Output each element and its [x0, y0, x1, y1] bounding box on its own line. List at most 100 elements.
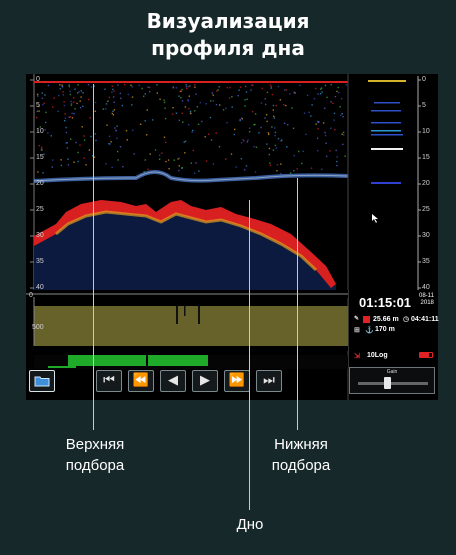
echo-dot [251, 111, 254, 113]
anchor-icon: ⚓ [365, 327, 374, 334]
echo-dot [117, 159, 119, 161]
echo-dot [120, 97, 122, 99]
step-back-button[interactable]: ◀ [160, 370, 186, 392]
echo-dot [182, 121, 184, 123]
fast-forward-button[interactable]: ⏩ [224, 370, 250, 392]
rewind-button[interactable]: ⏪ [128, 370, 154, 392]
echo-dot [271, 94, 274, 96]
battery-icon [419, 352, 433, 358]
echo-dot [111, 112, 113, 115]
echo-dot [246, 141, 249, 143]
page-title-line-2: профиля дна [151, 36, 305, 60]
echo-dot [319, 93, 322, 95]
echo-dot [127, 93, 129, 96]
echo-dot [80, 90, 82, 92]
echo-dot [102, 108, 105, 110]
echo-dot [83, 157, 85, 159]
echo-dot [340, 98, 343, 100]
echo-dot [73, 101, 75, 103]
label-lower-line-1: Нижняя [274, 436, 328, 453]
echo-dot [239, 86, 242, 88]
skip-end-icon: ⏭ [263, 373, 275, 388]
echo-dot [116, 150, 119, 153]
echo-dot [68, 84, 70, 86]
echo-dot [66, 142, 68, 144]
echo-dot [77, 151, 79, 154]
echo-dot [337, 86, 339, 89]
echo-dot [316, 120, 319, 123]
echo-dot [52, 159, 54, 161]
echo-dot [59, 88, 61, 90]
play-button[interactable]: ▶ [192, 370, 218, 392]
echo-dot [185, 86, 188, 88]
echo-dot [89, 117, 91, 119]
echo-dot [77, 160, 79, 163]
echo-dot [322, 122, 325, 124]
echo-dot [180, 90, 182, 92]
echo-dot [175, 87, 177, 89]
log-scale-label[interactable]: 10Log [367, 352, 388, 359]
echo-dot [240, 142, 243, 144]
echo-dot [190, 112, 192, 115]
play-icon: ▶ [200, 373, 210, 388]
echo-dot [83, 135, 85, 137]
gain-slider-thumb[interactable] [384, 377, 392, 389]
echo-dot [177, 158, 179, 160]
echo-dot [277, 137, 280, 140]
label-upper-net: Верхняя подбора [40, 434, 150, 476]
echo-dot [149, 86, 151, 89]
echo-dot [73, 161, 75, 163]
echo-dot [208, 133, 210, 135]
echo-dot [342, 143, 344, 146]
fast-forward-icon: ⏩ [228, 373, 246, 388]
echo-dot [38, 105, 40, 107]
depth-tick-main: 15 [36, 154, 44, 161]
echo-dot [79, 144, 81, 146]
echo-dot [284, 89, 286, 91]
echo-dot [39, 126, 41, 128]
echo-dot [65, 142, 67, 144]
echo-dot [319, 88, 322, 90]
echo-dot [146, 109, 148, 111]
echo-dot [181, 112, 183, 114]
echo-dot [79, 107, 82, 109]
echo-dot [161, 152, 163, 154]
clock-icon: ◷ [403, 316, 410, 323]
echo-dot [172, 86, 174, 88]
echo-dot [79, 100, 81, 102]
echo-dot [212, 94, 214, 96]
skip-start-button[interactable]: ⏮ [96, 370, 122, 392]
echo-dot [65, 126, 67, 129]
mouse-cursor-icon [372, 214, 378, 223]
echo-dot [147, 168, 149, 171]
echo-dot [313, 98, 316, 100]
echo-dot [246, 98, 248, 100]
echo-dot [231, 106, 233, 108]
echo-dot [164, 117, 167, 120]
echo-dot [345, 84, 347, 86]
echo-dot [290, 172, 292, 174]
echo-dot [341, 133, 343, 135]
depth-tick-side: 20 [422, 180, 430, 187]
echo-dot [144, 159, 146, 161]
echo-dot [317, 121, 319, 124]
echo-dot [74, 88, 76, 90]
side-echo-marks [368, 80, 406, 184]
depth-ticks-main [30, 79, 34, 289]
echo-dot [181, 167, 183, 169]
skip-end-button[interactable]: ⏭ [256, 370, 282, 392]
echo-dot [330, 84, 332, 86]
echo-dot [36, 116, 38, 119]
gain-track[interactable] [358, 382, 428, 385]
echo-dot [325, 142, 327, 144]
echo-dot [264, 98, 266, 100]
open-folder-button[interactable] [29, 370, 55, 392]
echo-dot [94, 133, 97, 135]
gain-control: Gain [349, 367, 435, 394]
echo-dot [69, 93, 72, 96]
echo-dot [165, 160, 167, 163]
depth-tick-side: 40 [422, 284, 430, 291]
echo-dot [229, 86, 231, 89]
echo-dot [305, 133, 307, 136]
echo-dot [147, 86, 149, 88]
